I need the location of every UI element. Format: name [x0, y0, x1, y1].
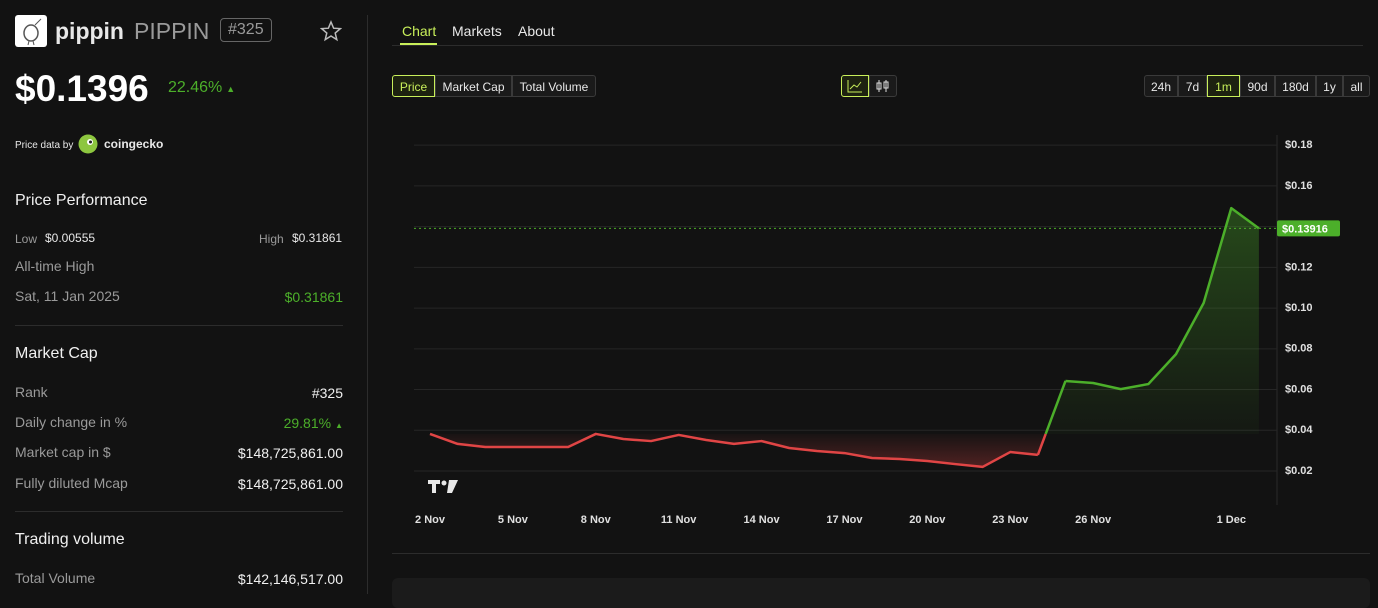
last-price-label: $0.13916: [1282, 223, 1328, 235]
y-tick-label: $0.16: [1285, 180, 1313, 192]
y-tick-label: $0.06: [1285, 383, 1313, 395]
price-chart: $0.02$0.04$0.06$0.08$0.10$0.12$0.14$0.16…: [414, 135, 1340, 526]
coin-rank: #325: [220, 18, 272, 42]
area: [1045, 208, 1259, 434]
metric-button[interactable]: Price: [392, 75, 435, 97]
area: [430, 433, 1046, 467]
line-icon: [847, 80, 862, 93]
y-tick-label: $0.18: [1285, 139, 1313, 151]
sidebar-border: [367, 15, 368, 594]
x-tick-label: 26 Nov: [1075, 514, 1112, 526]
row-label: Fully diluted Mcap: [15, 475, 128, 491]
panel: [392, 578, 1370, 608]
row-value: $148,725,861.00: [237, 476, 343, 492]
divider: [15, 511, 343, 512]
y-tick-label: $0.04: [1285, 424, 1313, 436]
row-value: #325: [311, 385, 343, 401]
tab[interactable]: About: [518, 23, 555, 39]
section-title: Market Cap: [15, 345, 98, 362]
last-price-tag: [1277, 220, 1340, 237]
tab[interactable]: Markets: [452, 23, 502, 39]
range-button[interactable]: 180d: [1275, 75, 1316, 97]
coin-icon: [15, 15, 47, 47]
divider: [392, 553, 1370, 554]
section-title: Trading volume: [15, 531, 125, 548]
x-tick-label: 17 Nov: [826, 514, 863, 526]
y-tick-label: $0.02: [1285, 465, 1313, 477]
row-value: $142,146,517.00: [237, 571, 343, 587]
metric-button[interactable]: Total Volume: [512, 75, 596, 97]
low-label: Low: [15, 232, 38, 246]
range-button[interactable]: 1y: [1316, 75, 1343, 97]
line-connector: [1044, 380, 1067, 435]
row-label: Total Volume: [15, 570, 96, 586]
high-value: $0.31861: [292, 231, 343, 245]
row-value: 29.81% ▲: [284, 415, 343, 431]
tradingview-logo: [428, 480, 458, 493]
y-tick-label: $0.08: [1285, 343, 1313, 355]
x-tick-label: 8 Nov: [581, 514, 612, 526]
range-button[interactable]: all: [1343, 75, 1370, 97]
price-change: 22.46% ▲: [168, 79, 235, 97]
row-label: Daily change in %: [15, 414, 128, 430]
range-button[interactable]: 24h: [1144, 75, 1178, 97]
low-value: $0.00555: [45, 231, 96, 245]
range-button[interactable]: 1m: [1207, 75, 1240, 97]
y-tick-label: $0.12: [1285, 261, 1313, 273]
ath-value: $0.31861: [284, 289, 343, 305]
x-tick-label: 23 Nov: [992, 514, 1029, 526]
coin-symbol: PIPPIN: [134, 18, 210, 44]
section-title: Price Performance: [15, 192, 148, 209]
daily-change: 29.81%: [283, 415, 332, 431]
source-name: coingecko: [104, 137, 164, 151]
row-label: Market cap in $: [15, 444, 111, 460]
x-tick-label: 20 Nov: [909, 514, 946, 526]
line-connector: [1036, 433, 1047, 456]
x-tick-label: 2 Nov: [415, 514, 446, 526]
high-label: High: [259, 232, 284, 246]
up-arrow: ▲: [226, 84, 236, 94]
source-label: Price data by: [15, 140, 74, 151]
page: pippin PIPPIN #325 $0.1396 22.46% ▲ Price…: [15, 15, 1370, 594]
row-value: $148,725,861.00: [237, 445, 343, 461]
coingecko-logo: [78, 134, 98, 154]
favorite-star[interactable]: [320, 20, 342, 42]
range-button[interactable]: 7d: [1178, 75, 1207, 97]
coin-name: pippin: [55, 18, 124, 44]
divider: [392, 45, 1363, 46]
line-chart-button[interactable]: [841, 75, 869, 97]
range-button[interactable]: 90d: [1240, 75, 1275, 97]
coin-glyph: [23, 18, 42, 46]
ath-label: All-time High: [15, 258, 95, 274]
x-tick-label: 11 Nov: [661, 514, 697, 526]
price-line: [429, 432, 1038, 469]
candle-icon: [876, 80, 889, 92]
tab[interactable]: Chart: [402, 23, 437, 39]
price-change-value: 22.46%: [168, 79, 223, 96]
ath-date: Sat, 11 Jan 2025: [15, 288, 120, 304]
x-tick-label: 5 Nov: [498, 514, 529, 526]
y-tick-label: $0.10: [1285, 302, 1313, 314]
price: $0.1396: [15, 68, 149, 109]
metric-button[interactable]: Market Cap: [435, 75, 512, 97]
x-tick-label: 14 Nov: [744, 514, 781, 526]
price-line: [1065, 206, 1260, 391]
candle-chart-button[interactable]: [869, 75, 897, 97]
up-arrow: ▲: [335, 421, 343, 430]
x-tick-label: 1 Dec: [1217, 514, 1246, 526]
row-label: Rank: [15, 384, 48, 400]
divider: [15, 325, 343, 326]
tab-underline: [400, 43, 437, 45]
